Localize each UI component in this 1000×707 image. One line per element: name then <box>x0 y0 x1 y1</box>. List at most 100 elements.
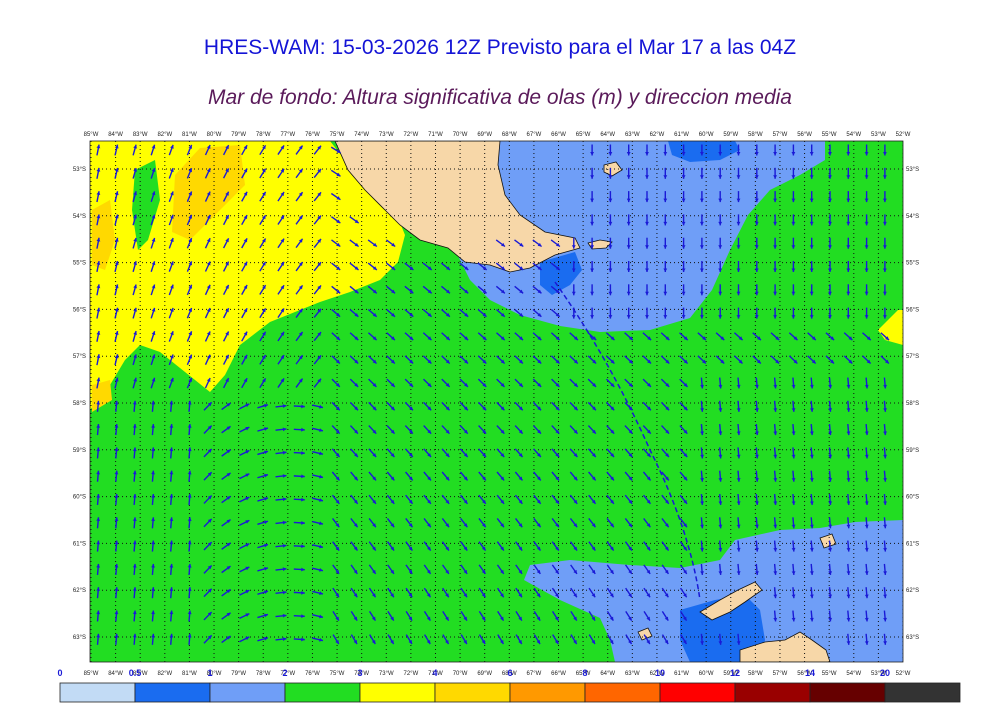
wave-direction-arrow <box>773 517 778 529</box>
wave-direction-arrow <box>699 167 704 179</box>
longitude-label: 81°W <box>182 132 197 138</box>
wave-direction-arrow <box>752 332 762 341</box>
wave-direction-arrow <box>132 517 137 529</box>
wave-direction-arrow <box>477 378 487 388</box>
longitude-label: 79°W <box>231 132 246 138</box>
wave-direction-arrow <box>332 541 340 551</box>
wave-direction-arrow <box>588 564 596 575</box>
wave-direction-arrow <box>151 424 155 436</box>
wave-direction-arrow <box>791 517 796 529</box>
wave-direction-arrow <box>606 425 615 435</box>
longitude-label: 63°W <box>625 671 640 677</box>
wave-direction-arrow <box>405 634 413 645</box>
longitude-label: 71°W <box>428 671 443 677</box>
wave-direction-arrow <box>132 214 137 226</box>
wave-direction-arrow <box>791 400 796 412</box>
longitude-label: 82°W <box>157 671 172 677</box>
land-tierra-del-fuego <box>334 141 581 273</box>
wave-direction-arrow <box>186 167 193 179</box>
wave-direction-arrow <box>187 493 192 506</box>
wave-direction-arrow <box>114 400 119 412</box>
wave-direction-arrow <box>883 424 887 436</box>
wave-direction-arrow <box>590 284 595 296</box>
wave-direction-arrow <box>132 633 137 645</box>
longitude-label: 82°W <box>157 132 172 138</box>
wave-direction-arrow <box>132 167 137 179</box>
wave-direction-arrow <box>293 404 305 409</box>
wave-direction-arrow <box>241 354 248 365</box>
wave-direction-arrow <box>295 308 304 318</box>
wave-direction-arrow <box>277 354 285 365</box>
wave-direction-arrow <box>736 377 741 389</box>
wave-direction-arrow <box>643 541 651 551</box>
wave-direction-arrow <box>864 610 869 622</box>
color-scale-swatch <box>209 682 286 703</box>
wave-direction-arrow <box>187 633 192 645</box>
wave-direction-arrow <box>515 564 523 575</box>
wave-direction-arrow <box>551 494 560 505</box>
wave-direction-arrow <box>809 144 814 156</box>
longitude-label: 53°W <box>871 132 886 138</box>
wave-direction-arrow <box>295 238 304 249</box>
wave-direction-arrow <box>754 237 759 249</box>
wave-direction-arrow <box>405 471 414 481</box>
wave-direction-arrow <box>661 564 670 575</box>
wave-direction-arrow <box>203 471 213 481</box>
wave-direction-arrow <box>222 261 230 272</box>
wave-direction-arrow <box>679 564 688 575</box>
wave-direction-arrow <box>385 239 396 248</box>
wave-direction-arrow <box>864 261 869 272</box>
wave-direction-arrow <box>350 634 358 645</box>
wave-direction-arrow <box>755 447 759 459</box>
wave-direction-arrow <box>221 402 231 411</box>
wave-direction-arrow <box>132 447 137 459</box>
wave-direction-arrow <box>645 307 649 319</box>
wave-direction-arrow <box>477 262 488 271</box>
wave-direction-arrow <box>312 637 324 642</box>
wave-direction-arrow <box>114 377 119 389</box>
wave-direction-arrow <box>114 493 119 506</box>
wave-direction-arrow <box>331 216 341 224</box>
wave-direction-arrow <box>151 610 155 622</box>
wave-direction-arrow <box>313 308 322 318</box>
wave-direction-arrow <box>386 494 395 505</box>
wave-direction-arrow <box>331 518 340 528</box>
latitude-label: 59°S <box>73 448 86 454</box>
wave-direction-arrow <box>736 307 741 319</box>
wave-direction-arrow <box>313 215 322 225</box>
longitude-label: 59°W <box>723 671 738 677</box>
wave-direction-arrow <box>679 448 688 458</box>
wave-direction-arrow <box>186 214 193 226</box>
wave-direction-arrow <box>825 355 835 364</box>
wave-direction-arrow <box>699 261 704 272</box>
wave-direction-arrow <box>386 541 395 551</box>
wave-direction-arrow <box>736 191 741 203</box>
wave-direction-arrow <box>718 517 723 529</box>
wave-direction-arrow <box>718 400 723 412</box>
longitude-label: 55°W <box>822 671 837 677</box>
wave-direction-arrow <box>168 330 174 342</box>
wave-direction-arrow <box>349 401 359 411</box>
wave-direction-arrow <box>349 285 359 294</box>
wave-direction-arrow <box>203 611 213 621</box>
longitude-label: 74°W <box>354 671 369 677</box>
wave-direction-arrow <box>368 425 377 435</box>
wave-direction-arrow <box>532 332 542 341</box>
wave-direction-arrow <box>791 377 796 389</box>
longitude-label: 59°W <box>723 132 738 138</box>
longitude-labels-bottom: 85°W 84°W 83°W 82°W 81°W 80°W 79°W 78°W 77°W 76°W… <box>84 671 911 677</box>
wave-direction-arrow <box>187 587 192 599</box>
wave-direction-arrow <box>96 377 101 389</box>
wave-direction-arrow <box>681 167 686 179</box>
wave-direction-arrow <box>293 567 305 572</box>
wave-direction-arrow <box>459 425 469 435</box>
wave-direction-arrow <box>883 587 887 599</box>
wave-direction-arrow <box>478 610 486 622</box>
wave-direction-arrow <box>642 355 652 364</box>
wave-direction-arrow <box>132 237 137 249</box>
longitude-label: 64°W <box>600 132 615 138</box>
wave-direction-arrow <box>864 447 869 459</box>
wave-direction-arrow <box>151 563 155 575</box>
wave-direction-arrow <box>275 404 287 408</box>
